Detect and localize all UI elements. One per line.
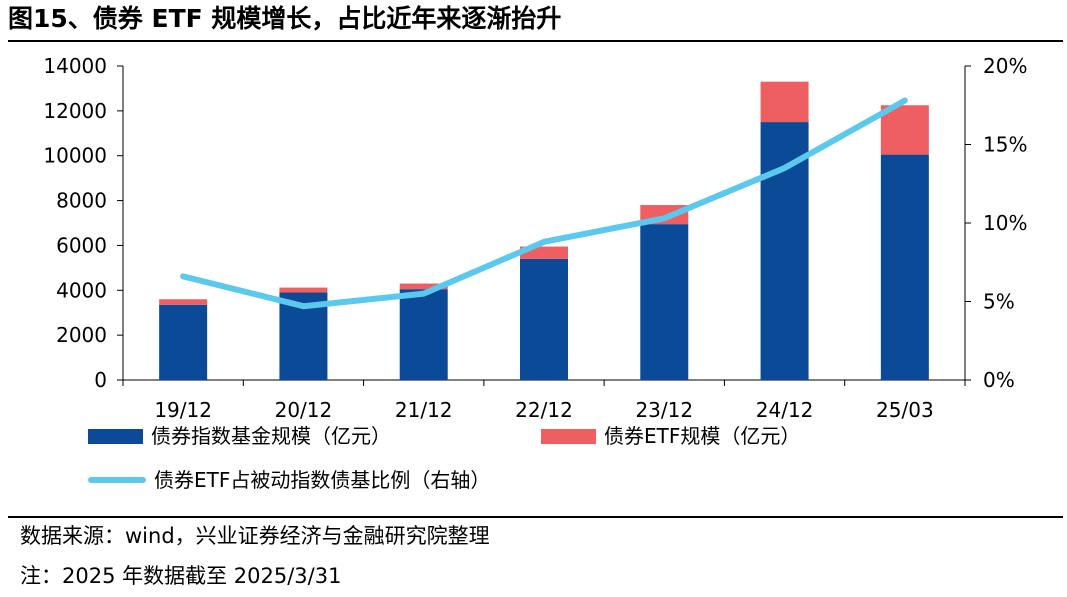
- right-axis-tick-label: 20%: [983, 54, 1027, 78]
- x-axis-tick-label: 19/12: [154, 398, 212, 420]
- legend-etf-swatch: [541, 428, 596, 444]
- legend-ratio-swatch: [88, 477, 146, 483]
- bar-etf: [159, 299, 208, 305]
- left-axis-tick-label: 4000: [56, 278, 107, 302]
- date-note: 注：2025 年数据截至 2025/3/31: [20, 564, 342, 588]
- right-axis-tick-label: 10%: [983, 211, 1027, 235]
- legend-fund: 债券指数基金规模（亿元）: [88, 423, 391, 449]
- x-axis-tick-label: 20/12: [275, 398, 333, 420]
- left-axis-tick-label: 10000: [43, 144, 107, 168]
- left-axis-tick-label: 12000: [43, 99, 107, 123]
- left-axis-tick-label: 8000: [56, 189, 107, 213]
- bar-etf: [279, 287, 328, 293]
- right-axis-tick-label: 5%: [983, 290, 1015, 314]
- legend-fund-label: 债券指数基金规模（亿元）: [151, 424, 391, 448]
- bar-fund: [880, 154, 929, 380]
- legend-ratio-label: 债券ETF占被动指数债基比例（右轴）: [154, 468, 491, 492]
- left-axis-tick-label: 6000: [56, 233, 107, 257]
- left-axis-tick-label: 2000: [56, 323, 107, 347]
- bar-etf: [880, 105, 929, 155]
- bar-fund: [520, 258, 568, 380]
- right-axis-tick-label: 0%: [983, 368, 1015, 392]
- bar-fund: [640, 224, 689, 380]
- legend-etf-label: 债券ETF规模（亿元）: [604, 424, 801, 448]
- bar-etf: [760, 81, 809, 123]
- bar-etf: [399, 283, 448, 290]
- x-axis-tick-label: 23/12: [635, 398, 693, 420]
- legend-etf: 债券ETF规模（亿元）: [541, 423, 800, 449]
- left-axis-tick-label: 0: [94, 368, 107, 392]
- bar-line-chart: 0 2000 4000 6000 8000 10000 12000 14000 0% 5% 10% 1…: [43, 54, 1027, 420]
- footer-divider: [8, 516, 1063, 518]
- right-axis-tick-label: 15%: [983, 133, 1027, 157]
- bar-fund: [399, 289, 448, 380]
- x-axis-tick-label: 21/12: [395, 398, 453, 420]
- legend-fund-swatch: [88, 428, 143, 444]
- x-axis-tick-label: 24/12: [756, 398, 814, 420]
- x-axis-tick-label: 25/03: [876, 398, 934, 420]
- bar-fund: [159, 304, 208, 380]
- x-axis-tick-label: 22/12: [515, 398, 573, 420]
- left-axis-tick-label: 14000: [43, 54, 107, 78]
- chart-title: 图15、债券 ETF 规模增长，占比近年来逐渐抬升: [8, 4, 562, 33]
- legend-ratio: 债券ETF占被动指数债基比例（右轴）: [88, 467, 490, 493]
- source-note: 数据来源：wind，兴业证券经济与金融研究院整理: [20, 524, 490, 548]
- title-divider: [8, 40, 1063, 42]
